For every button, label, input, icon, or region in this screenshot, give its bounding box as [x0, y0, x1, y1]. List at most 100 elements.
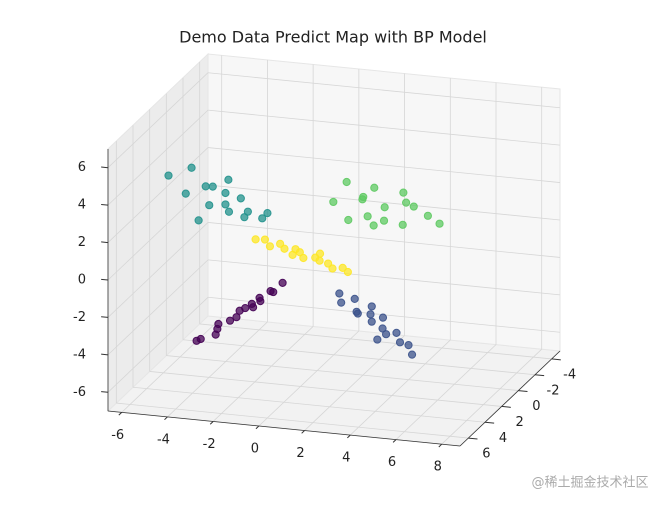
x-tick	[301, 430, 305, 434]
x-tick-label: 4	[342, 451, 350, 466]
grid-line	[212, 326, 314, 422]
data-point	[369, 221, 378, 230]
data-point	[395, 338, 405, 347]
data-point	[381, 330, 391, 339]
data-point	[288, 250, 297, 260]
y-tick	[551, 358, 561, 361]
x-tick-label: -2	[203, 437, 216, 452]
y-tick-label: -4	[563, 367, 576, 382]
data-point	[401, 198, 411, 207]
data-point	[263, 209, 272, 218]
data-point	[260, 235, 270, 244]
data-point	[243, 207, 252, 216]
grid-line	[166, 355, 519, 391]
z-tick	[101, 391, 109, 393]
x-tick	[392, 439, 397, 443]
data-point	[378, 313, 388, 322]
grid-line	[132, 386, 486, 423]
y-axis	[459, 350, 561, 447]
y-tick	[501, 405, 511, 408]
data-point	[343, 267, 352, 277]
z-tick	[101, 316, 109, 318]
x-tick	[438, 443, 443, 448]
data-point	[404, 341, 413, 350]
data-point	[315, 256, 324, 265]
data-point	[359, 192, 368, 202]
data-point	[299, 253, 308, 263]
data-point	[367, 317, 376, 326]
z-tick-label: 0	[78, 273, 86, 288]
grid-line	[107, 72, 209, 169]
data-point	[373, 335, 382, 344]
x-tick	[347, 434, 351, 439]
data-point	[269, 287, 278, 297]
data-point	[353, 309, 362, 318]
z-tick	[101, 353, 109, 356]
z-tick	[101, 241, 109, 244]
data-point	[224, 207, 234, 216]
z-tick	[101, 278, 109, 281]
grid-line	[207, 259, 561, 296]
data-point	[370, 183, 379, 192]
data-point	[363, 212, 372, 221]
x-tick-label: -4	[157, 432, 170, 447]
data-point	[278, 278, 287, 287]
data-point	[241, 303, 250, 313]
grid-line	[304, 335, 405, 431]
grid-line	[258, 330, 360, 427]
data-point	[367, 302, 376, 311]
z-tick	[101, 203, 109, 206]
y-tick-label: -2	[547, 383, 560, 398]
grid-line	[116, 402, 469, 439]
data-point	[344, 215, 353, 225]
y-tick-label: 4	[499, 431, 507, 446]
data-point	[196, 334, 205, 344]
grid-line	[149, 371, 502, 407]
grid-line	[207, 109, 561, 146]
data-point	[221, 188, 230, 198]
grid-line	[107, 109, 209, 206]
y-tick	[484, 421, 495, 424]
y-tick	[468, 437, 478, 440]
data-point	[164, 171, 173, 180]
data-point	[187, 163, 196, 172]
data-point	[398, 220, 407, 229]
x-tick-label: 8	[434, 460, 442, 475]
data-point	[205, 201, 214, 210]
grid-line	[207, 222, 561, 258]
data-point	[435, 219, 444, 228]
z-tick-label: -2	[73, 310, 86, 325]
data-point	[280, 244, 289, 253]
data-point	[255, 293, 264, 303]
data-point	[221, 200, 230, 209]
data-point	[295, 248, 304, 257]
x-tick	[209, 421, 214, 425]
data-point	[211, 330, 220, 339]
grid-line	[207, 184, 561, 221]
data-point	[329, 197, 338, 207]
data-point	[224, 175, 233, 184]
y-tick	[518, 390, 528, 392]
x-tick-label: 2	[296, 446, 304, 461]
data-point	[315, 249, 325, 258]
data-point	[378, 324, 387, 333]
x-tick	[164, 416, 168, 421]
grid-line	[107, 296, 209, 393]
z-tick-label: 2	[78, 235, 86, 250]
watermark: @稀土掘金技术社区	[531, 475, 648, 491]
data-point	[335, 289, 344, 298]
data-point	[201, 182, 210, 191]
grid-line	[121, 317, 222, 413]
data-point	[337, 298, 346, 307]
grid-line	[207, 72, 561, 109]
x-tick	[255, 425, 260, 430]
z-tick-label: -6	[73, 385, 86, 400]
x-axis	[107, 410, 461, 447]
data-point	[236, 194, 245, 203]
grid-line	[167, 321, 268, 418]
grid-line	[107, 184, 209, 281]
data-point	[338, 263, 347, 272]
data-point	[225, 316, 235, 325]
grid-line	[395, 344, 497, 440]
